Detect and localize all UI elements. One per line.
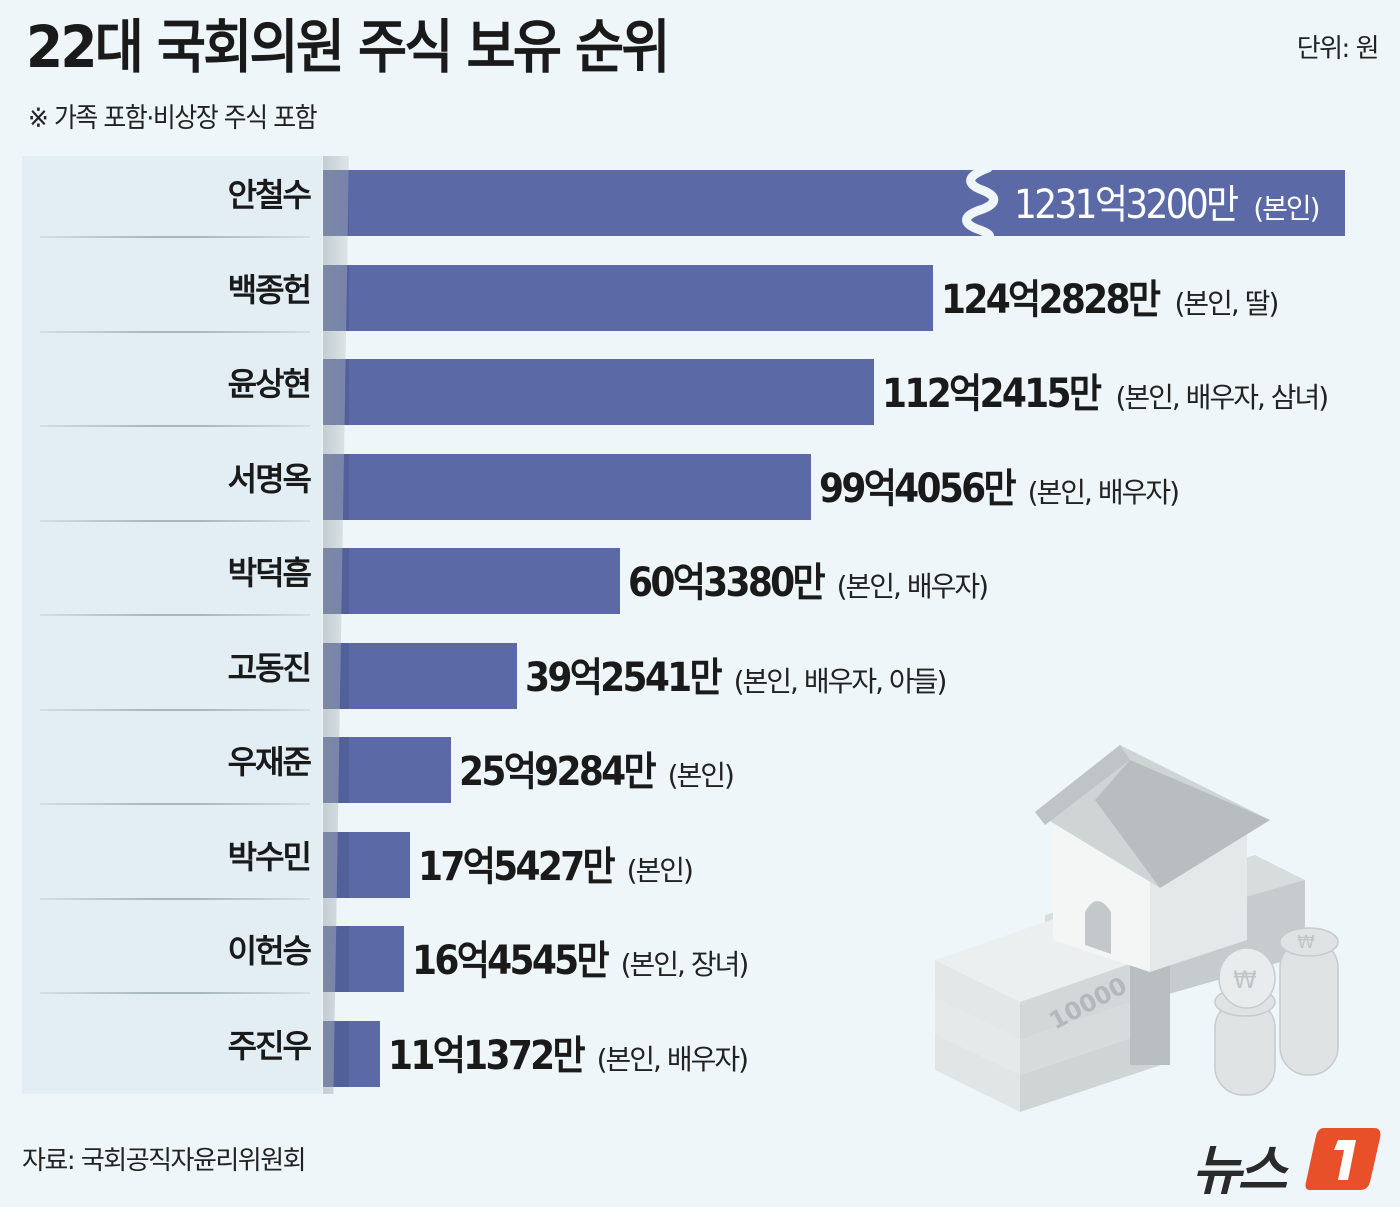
member-name: 우재준 xyxy=(227,743,312,781)
holder-note: (본인, 배우자, 아들) xyxy=(733,664,948,698)
svg-text:₩: ₩ xyxy=(1233,966,1257,994)
bar-row: 서명옥 99억4056만 (본인, 배우자) xyxy=(0,440,1400,534)
logo-text: 뉴스 xyxy=(1192,1139,1287,1202)
member-name: 윤상현 xyxy=(227,365,312,403)
bar-row: 우재준 25억9284만 (본인) xyxy=(0,723,1400,817)
row-divider xyxy=(40,614,310,616)
row-divider xyxy=(40,897,310,900)
value-label: 99억4056만 (본인, 배우자) xyxy=(819,456,1180,514)
row-divider xyxy=(40,519,310,522)
row-divider xyxy=(40,708,310,711)
holder-note: (본인, 배우자) xyxy=(1027,475,1180,509)
member-name: 고동진 xyxy=(227,648,312,687)
value-label: 11억1372만 (본인, 배우자) xyxy=(388,1023,749,1081)
holder-note: (본인) xyxy=(667,759,735,792)
holder-note: (본인) xyxy=(626,853,694,887)
bar-row: 이헌승 16억4545만 (본인, 장녀) xyxy=(0,912,1400,1006)
value-label: 39억2541만 (본인, 배우자, 아들) xyxy=(525,645,948,703)
bar xyxy=(323,453,811,520)
value-label: 25억9284만 (본인) xyxy=(459,739,735,797)
unit-label: 단위: 원 xyxy=(1296,34,1380,64)
bar xyxy=(323,264,933,331)
amount: 39억2541만 xyxy=(525,654,723,701)
member-name: 박덕흠 xyxy=(227,554,312,592)
row-divider xyxy=(40,992,310,994)
row-divider xyxy=(40,803,310,805)
amount: 124억2828만 xyxy=(941,276,1161,323)
amount: 11억1372만 xyxy=(388,1032,586,1079)
bar xyxy=(323,642,517,709)
bar xyxy=(323,359,874,425)
holder-note: (본인, 배우자, 삼녀) xyxy=(1115,381,1329,414)
row-divider xyxy=(40,425,310,427)
member-name: 백종헌 xyxy=(227,270,312,309)
axis-break-icon xyxy=(962,166,999,240)
row-divider xyxy=(40,330,310,333)
label-panel xyxy=(22,156,322,1094)
member-name: 안철수 xyxy=(227,176,312,214)
value-label: 16억4545만 (본인, 장녀) xyxy=(412,928,750,986)
holder-note: (본인, 딸) xyxy=(1174,286,1279,320)
svg-text:₩: ₩ xyxy=(1297,932,1315,953)
holder-note: (본인, 배우자) xyxy=(596,1042,749,1076)
amount: 60억3380만 xyxy=(628,560,826,606)
value-label: 1231억3200만 (본인) xyxy=(1014,172,1321,230)
value-label: 60억3380만 (본인, 배우자) xyxy=(628,550,989,608)
bar xyxy=(323,170,1345,236)
logo-mark-icon xyxy=(1305,1128,1381,1190)
amount: 17억5427만 xyxy=(418,843,616,890)
holder-note: (본인, 배우자) xyxy=(836,570,989,603)
amount: 112억2415만 xyxy=(882,371,1102,417)
bar-row: 박덕흠 60억3380만 (본인, 배우자) xyxy=(0,534,1400,628)
row-divider xyxy=(40,236,310,238)
bar xyxy=(323,926,404,992)
chart-title: 22대 국회의원 주식 보유 순위 xyxy=(26,13,670,81)
member-name: 박수민 xyxy=(227,837,312,876)
member-name: 이헌승 xyxy=(227,932,312,970)
amount: 99억4056만 xyxy=(819,465,1017,512)
value-label: 112억2415만 (본인, 배우자, 삼녀) xyxy=(882,361,1329,419)
holder-note: (본인, 장녀) xyxy=(620,948,750,981)
bar-row: 박수민 17억5427만 (본인) xyxy=(0,818,1400,912)
house-money-illustration: 10000 ₩ ₩ xyxy=(935,745,1339,1112)
member-name: 서명옥 xyxy=(227,459,312,498)
member-name: 주진우 xyxy=(227,1026,312,1065)
chart-subtitle: ※ 가족 포함·비상장 주식 포함 xyxy=(28,103,318,134)
bar-row: 주진우 11억1372만 (본인, 배우자) xyxy=(0,1007,1400,1101)
bar-row: 안철수 1231억3200만 (본인) xyxy=(0,156,1400,250)
bar xyxy=(323,737,451,803)
news1-logo: 뉴스 xyxy=(1192,1122,1387,1202)
value-label: 17억5427만 (본인) xyxy=(418,834,694,892)
bar-row: 고동진 39억2541만 (본인, 배우자, 아들) xyxy=(0,629,1400,723)
amount: 1231억3200만 xyxy=(1014,182,1239,228)
bar-row: 백종헌 124억2828만 (본인, 딸) xyxy=(0,251,1400,345)
source-note: 자료: 국회공직자윤리위원회 xyxy=(22,1146,307,1176)
bar xyxy=(323,548,620,614)
amount: 16억4545만 xyxy=(412,938,610,984)
bar-row: 윤상현 112억2415만 (본인, 배우자, 삼녀) xyxy=(0,345,1400,439)
amount: 25억9284만 xyxy=(459,749,657,795)
value-label: 124억2828만 (본인, 딸) xyxy=(941,267,1279,325)
holder-note: (본인) xyxy=(1253,192,1320,225)
